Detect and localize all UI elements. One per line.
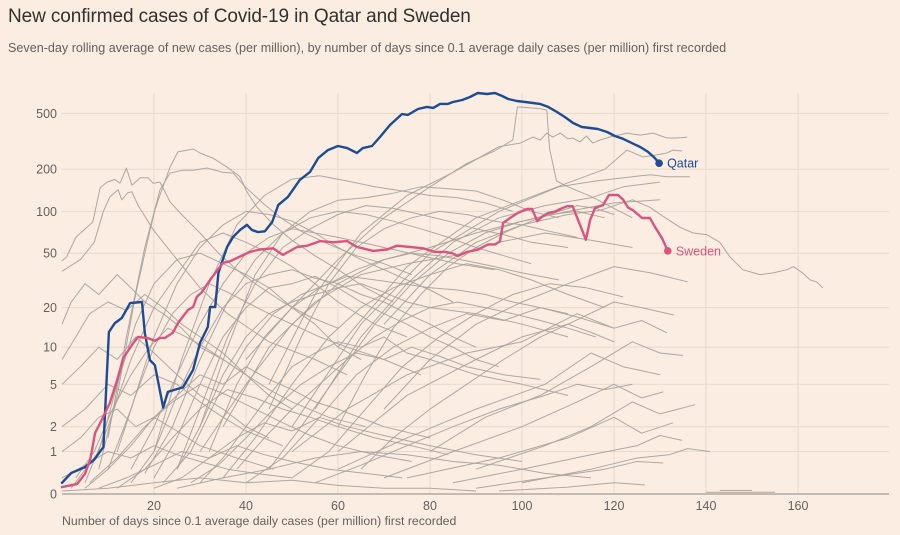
x-tick-label: 40 [239,499,253,513]
qatar-line [60,91,661,484]
x-axis-title: Number of days since 0.1 average daily c… [62,514,457,528]
country-line [314,383,633,484]
country-line [176,283,569,470]
country-line [153,416,523,489]
country-line [268,132,688,385]
country-line [291,313,668,452]
country-line [291,283,624,479]
y-tick-label: 10 [43,341,57,355]
country-line [383,266,688,410]
country-line [61,374,283,447]
y-tick-label: 0 [50,488,57,502]
country-line [98,445,403,489]
country-line [245,106,633,360]
country-line [383,199,824,325]
country-line [130,228,495,470]
chart-subtitle: Seven-day rolling average of new cases (… [8,41,727,55]
country-line [268,210,578,410]
country-line [116,283,421,452]
highlighted-series: Qatar Sweden [60,91,721,489]
country-line [176,205,569,470]
country-line [475,401,696,470]
country-line [98,148,394,470]
country-line [383,383,664,479]
sweden-end-marker [664,247,672,255]
country-line [429,341,684,453]
y-tick-label: 200 [36,163,57,177]
country-line [406,416,674,479]
x-axis: 20 40 60 80 100 120 140 160 [147,499,808,513]
grid [62,93,889,494]
country-line [498,482,645,492]
country-line [61,477,477,492]
y-tick-label: 100 [36,205,57,219]
country-line [521,448,711,484]
x-tick-label: 60 [331,499,345,513]
country-line [360,323,615,470]
country-line [61,336,270,439]
country-line [190,346,541,484]
y-tick-label: 50 [43,247,57,261]
country-line [337,301,674,452]
qatar-end-marker [655,159,663,167]
x-tick-label: 120 [604,499,625,513]
country-line [107,210,454,470]
country-line [107,167,412,438]
country-line [84,232,408,483]
country-line [144,210,532,474]
x-tick-label: 100 [512,499,533,513]
country-line [222,263,605,479]
country-line [61,189,348,376]
country-line [337,352,661,470]
qatar-label: Qatar [667,157,698,171]
country-line [153,275,500,479]
y-tick-label: 500 [36,107,57,121]
y-tick-label: 1 [50,445,57,459]
sweden-line [60,193,669,489]
country-line [337,205,615,427]
country-line [199,336,569,484]
country-line [116,389,449,489]
country-line [291,174,690,427]
country-line [176,451,592,489]
country-line [61,445,293,479]
x-tick-label: 160 [788,499,809,513]
country-line [199,199,661,452]
country-line [452,435,683,484]
y-tick-label: 2 [50,420,57,434]
sweden-label: Sweden [676,244,721,258]
y-axis: 0 1 2 5 10 20 50 100 200 500 [36,107,57,502]
y-tick-label: 20 [43,301,57,315]
country-line [208,275,569,452]
y-tick-label: 5 [50,378,57,392]
country-line [70,252,362,489]
country-line [314,181,661,410]
x-tick-label: 80 [423,499,437,513]
country-line [61,167,339,329]
country-line [199,186,559,427]
chart-title: New confirmed cases of Covid-19 in Qatar… [8,6,471,27]
country-line [89,383,412,484]
x-tick-label: 140 [696,499,717,513]
country-line [61,294,293,410]
country-line [130,269,477,484]
country-line [236,301,596,470]
other-countries-lines [61,106,824,493]
country-line [61,274,247,376]
country-line [475,461,664,489]
x-tick-label: 20 [147,499,161,513]
country-line [162,252,559,484]
country-line [84,366,431,489]
